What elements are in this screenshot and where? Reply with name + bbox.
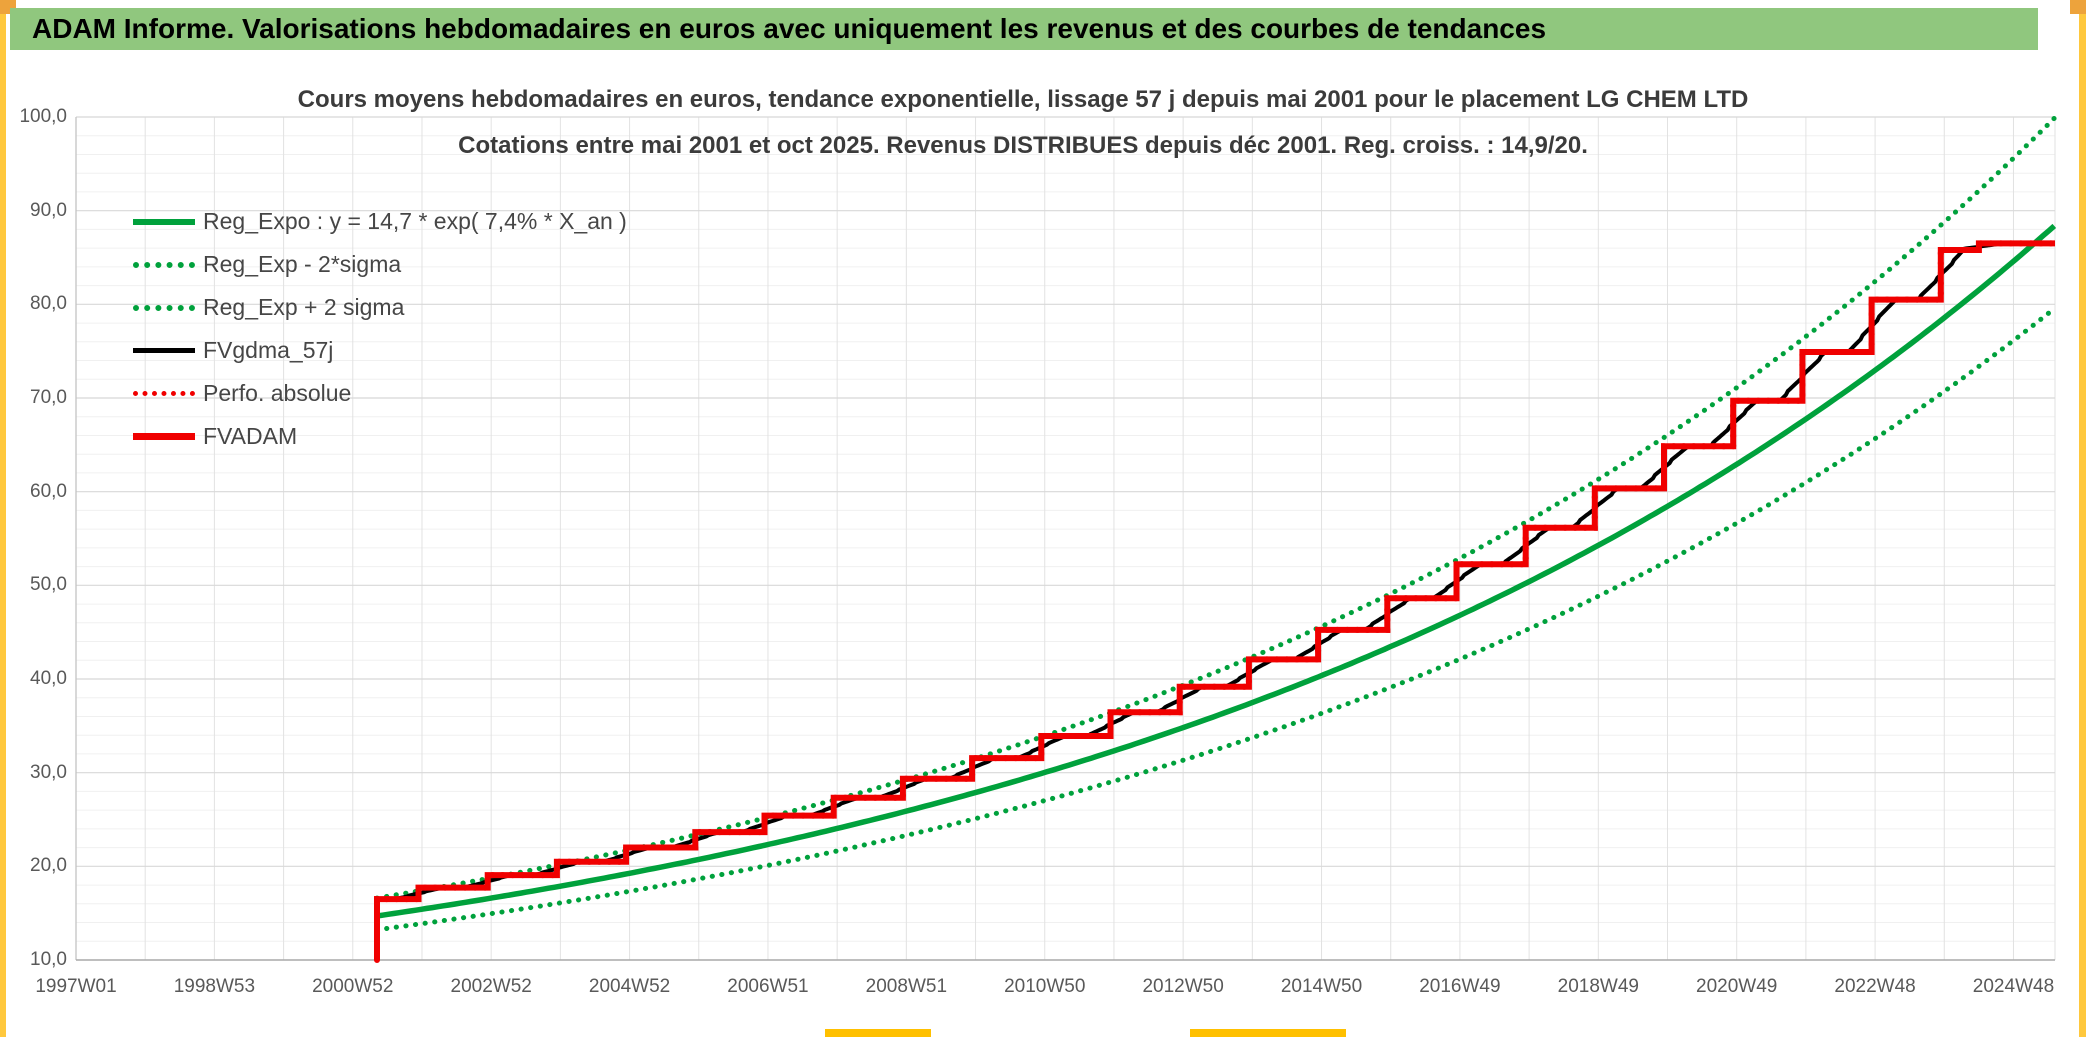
gridlines bbox=[75, 116, 2056, 961]
y-tick-label: 10,0 bbox=[30, 949, 67, 970]
series-reg-expo-line bbox=[376, 223, 2057, 919]
x-tick-label: 2004W52 bbox=[588, 976, 671, 997]
legend-item-reg-expo: Reg_Expo : y = 14,7 * exp( 7,4% * X_an ) bbox=[133, 200, 627, 243]
series-group bbox=[374, 115, 2058, 963]
legend-item-perfo-absolue: Perfo. absolue bbox=[133, 372, 627, 415]
x-tick-label: 2022W48 bbox=[1834, 976, 1916, 997]
legend-item-reg-plus-2sigma: Reg_Exp + 2 sigma bbox=[133, 286, 627, 329]
legend-label: FVgdma_57j bbox=[203, 337, 334, 363]
green-solid-line-icon bbox=[133, 218, 195, 225]
legend-item-fvadam: FVADAM bbox=[133, 415, 627, 458]
x-tick-label: 2014W50 bbox=[1280, 976, 1363, 997]
series-reg-plus-2sigma-line bbox=[374, 115, 2057, 901]
y-tick-label: 30,0 bbox=[30, 761, 67, 783]
series-reg-minus-2sigma-line bbox=[374, 306, 2057, 933]
header-bar: ADAM Informe. Valorisations hebdomadaire… bbox=[10, 8, 2038, 50]
y-tick-label: 70,0 bbox=[30, 387, 67, 408]
legend-item-reg-minus-2sigma: Reg_Exp - 2*sigma bbox=[133, 243, 627, 286]
legend-item-fvgdma: FVgdma_57j bbox=[133, 329, 627, 372]
chart-title-line1: Cours moyens hebdomadaires en euros, ten… bbox=[297, 86, 1749, 113]
x-tick-label: 2002W52 bbox=[450, 976, 532, 997]
x-tick-label: 2012W50 bbox=[1142, 976, 1224, 997]
x-tick-label: 2006W51 bbox=[727, 976, 809, 997]
series-perfo-absolue-line bbox=[374, 240, 2058, 963]
left-border-strip bbox=[0, 0, 6, 1037]
legend-label: Reg_Exp + 2 sigma bbox=[203, 294, 405, 320]
y-tick-label: 60,0 bbox=[30, 480, 67, 502]
y-tick-label: 100,0 bbox=[19, 106, 67, 127]
x-tick-label: 2008W51 bbox=[865, 976, 948, 997]
y-tick-label: 40,0 bbox=[30, 668, 67, 689]
bottom-border-segment bbox=[825, 1029, 931, 1037]
x-tick-label: 2010W50 bbox=[1004, 976, 1086, 997]
series-fvadam-line bbox=[374, 240, 2055, 960]
top-right-corner-mark bbox=[2070, 0, 2086, 14]
x-tick-label: 2018W49 bbox=[1557, 976, 1639, 997]
bottom-border-segment bbox=[1190, 1029, 1346, 1037]
legend-label: FVADAM bbox=[203, 423, 298, 449]
y-tick-label: 50,0 bbox=[30, 574, 67, 596]
red-solid-line-icon bbox=[133, 433, 195, 440]
x-tick-label: 1997W01 bbox=[35, 976, 117, 997]
x-tick-label: 2024W48 bbox=[1972, 976, 2055, 997]
chart-title-line2: Cotations entre mai 2001 et oct 2025. Re… bbox=[458, 132, 1588, 159]
legend-label: Reg_Expo : y = 14,7 * exp( 7,4% * X_an ) bbox=[203, 208, 627, 234]
y-tick-label: 80,0 bbox=[30, 293, 67, 315]
x-tick-label: 2020W49 bbox=[1696, 976, 1778, 997]
header-title: ADAM Informe. Valorisations hebdomadaire… bbox=[32, 13, 1547, 44]
y-tick-label: 90,0 bbox=[30, 199, 67, 221]
x-tick-label: 1998W53 bbox=[173, 976, 256, 997]
chart-legend: Reg_Expo : y = 14,7 * exp( 7,4% * X_an )… bbox=[133, 200, 627, 458]
y-tick-label: 20,0 bbox=[30, 855, 67, 877]
x-tick-label: 2016W49 bbox=[1419, 976, 1501, 997]
black-solid-line-icon bbox=[133, 348, 195, 353]
legend-label: Reg_Exp - 2*sigma bbox=[203, 251, 402, 277]
legend-label: Perfo. absolue bbox=[203, 380, 352, 406]
x-tick-label: 2000W52 bbox=[312, 976, 394, 997]
green-dotted-line-icon bbox=[133, 304, 195, 311]
red-dotted-line-icon bbox=[133, 391, 195, 396]
right-border-strip bbox=[2079, 0, 2086, 1037]
green-dotted-line-icon bbox=[133, 261, 195, 268]
